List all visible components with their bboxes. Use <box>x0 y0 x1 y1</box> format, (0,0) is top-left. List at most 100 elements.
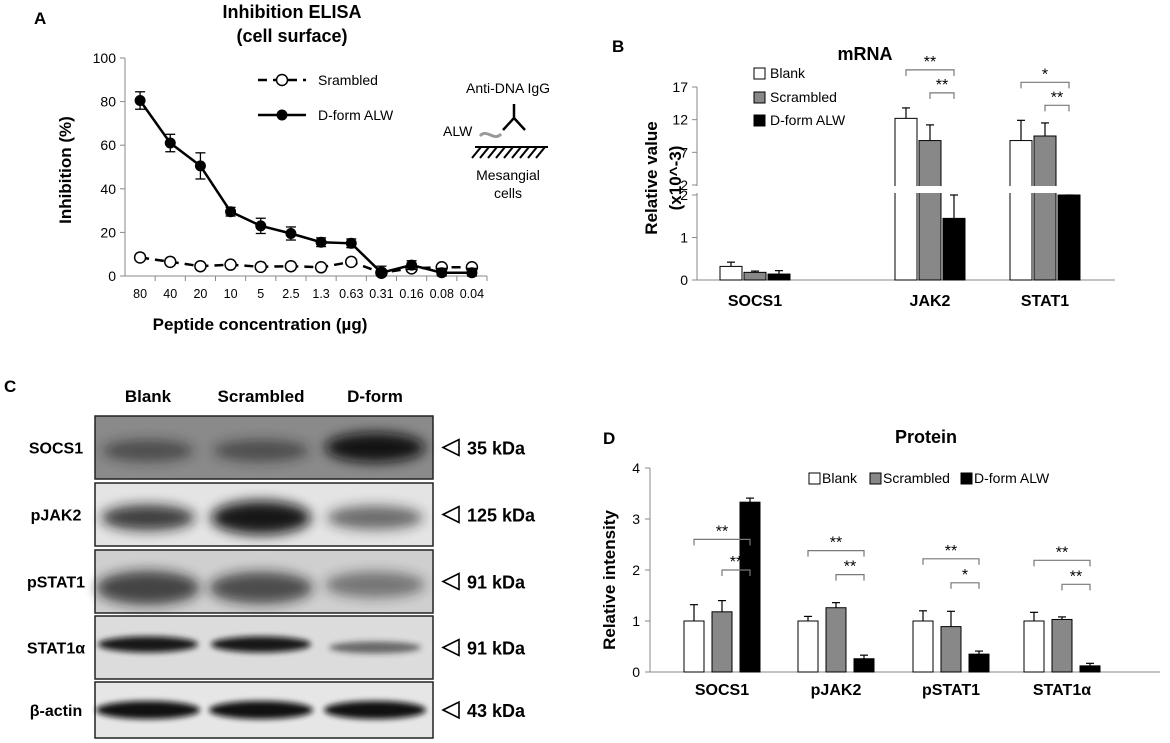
blot-band <box>325 571 425 598</box>
panel-b-ytick-label: 2 <box>680 177 688 193</box>
blot-size-label: 91 kDa <box>467 573 526 593</box>
panel-d-bar <box>1079 665 1101 673</box>
panel-d-bar <box>912 620 934 673</box>
panel-d-sig-bracket-lower <box>950 582 980 589</box>
blot-row-label: pJAK2 <box>31 508 82 525</box>
panel-d-sig-bracket-upper-label: ** <box>830 535 842 552</box>
panel-a-ytick-label: 0 <box>108 268 116 284</box>
legend-blank-swatch <box>753 67 766 80</box>
panel-b-ylabel-2: (x10^-3) <box>666 146 685 211</box>
legend-dform-label-b: D-form ALW <box>770 112 846 128</box>
blot-arrow-icon <box>441 638 460 657</box>
panel-d-sig-bracket-lower-label: ** <box>730 554 742 571</box>
panel-b-bar <box>894 117 918 281</box>
blot-band <box>213 439 309 462</box>
dform-point <box>315 236 327 248</box>
blot-band <box>102 439 194 462</box>
panel-d-sig-bracket-upper <box>807 550 865 557</box>
blot-size-label: 35 kDa <box>467 439 526 459</box>
dform-point <box>255 220 267 232</box>
panel-b-bar <box>767 273 791 281</box>
panel-a-ylabel: Inhibition (%) <box>56 116 75 224</box>
panel-d-category-label: pJAK2 <box>811 682 862 699</box>
panel-label-a: A <box>34 9 46 28</box>
panel-b-ylabel-1: Relative value <box>642 121 661 234</box>
panel-d-sig-bracket-upper <box>1033 559 1091 567</box>
legend-dform-swatch-d <box>960 472 973 485</box>
panel-c-western-blot: Blank Scrambled D-form SOCS1 35 kDa pJAK2 1… <box>27 387 536 739</box>
panel-a-xtick-label: 0.08 <box>430 287 454 301</box>
dform-point <box>164 137 176 149</box>
panel-b-sig-bracket-lower <box>1044 104 1070 112</box>
panel-b-ytick-label: 17 <box>672 79 688 95</box>
panel-a-xtick-label: 0.63 <box>339 287 363 301</box>
blot-row-label: β-actin <box>30 703 82 720</box>
panel-a-schematic: Anti-DNA IgG ALW Mesangial cells <box>443 80 550 201</box>
blot-column-dform: D-form <box>347 387 403 406</box>
panel-d-sig-bracket-upper-label: ** <box>716 523 728 540</box>
panel-d-sig-bracket-lower <box>835 574 865 581</box>
panel-d-sig-bracket-upper-label: ** <box>945 543 957 560</box>
panel-label-c: C <box>4 377 16 396</box>
schematic-antibody-label: Anti-DNA IgG <box>466 80 550 96</box>
panel-b-sig-bracket-upper <box>1020 81 1070 89</box>
panel-b-mrna-chart: mRNA Relative value (x10^-3) 012271217SO… <box>642 44 1115 310</box>
scrambled-point <box>345 255 358 269</box>
panel-d-sig-bracket-lower-label: ** <box>1070 568 1082 585</box>
panel-b-sig-bracket-lower <box>929 92 955 99</box>
panel-b-bar <box>1057 194 1081 281</box>
panel-d-category-label: SOCS1 <box>695 682 749 699</box>
panel-d-title: Protein <box>895 427 957 447</box>
panel-a-inhibition-chart: Inhibition ELISA (cell surface) 0 20 40 60 8… <box>56 2 550 334</box>
scrambled-point <box>284 259 298 273</box>
panel-b-sig-bracket-upper-label: ** <box>924 54 936 71</box>
scrambled-point <box>224 258 237 271</box>
cell-membrane-icon <box>471 146 548 159</box>
legend-dform-label-d: D-form ALW <box>974 470 1050 486</box>
legend-dform-marker <box>276 109 288 121</box>
dform-point <box>406 259 418 271</box>
legend-blank-label: Blank <box>770 65 806 81</box>
dform-point <box>194 160 206 172</box>
panel-a-xtick-label: 0.31 <box>369 287 393 301</box>
panel-d-legend: Blank Scrambled D-form ALW <box>808 470 1050 486</box>
legend-scrambled-label-d: Scrambled <box>883 470 950 486</box>
blot-row-label: pSTAT1 <box>27 575 85 592</box>
panel-a-xtick-label: 20 <box>193 287 207 301</box>
legend-scrambled-swatch-d <box>869 472 882 485</box>
panel-a-xtick-label: 10 <box>224 287 238 301</box>
blot-column-scrambled: Scrambled <box>218 387 305 406</box>
panel-a-xtick-label: 80 <box>133 287 147 301</box>
peptide-squiggle-icon <box>478 131 503 139</box>
blot-band <box>327 505 423 530</box>
legend-blank-label-d: Blank <box>822 470 858 486</box>
blot-band <box>325 432 425 463</box>
panel-a-legend: Srambled D-form ALW <box>258 72 394 123</box>
panel-d-category-label: STAT1α <box>1033 682 1091 699</box>
panel-a-xtick-label: 0.16 <box>399 287 423 301</box>
panel-label-b: B <box>612 37 624 56</box>
panel-d-bar <box>1051 618 1073 673</box>
scrambled-point <box>254 260 267 274</box>
antibody-icon <box>502 104 526 131</box>
panel-b-category-label: JAK2 <box>910 293 951 310</box>
panel-d-bar <box>825 607 847 673</box>
panel-d-ytick-label: 3 <box>632 511 640 527</box>
panel-label-d: D <box>603 429 615 448</box>
scrambled-point <box>164 255 177 269</box>
panel-a-ytick-label: 80 <box>100 94 116 110</box>
panel-a-subtitle: (cell surface) <box>236 26 347 46</box>
blot-band <box>209 701 313 719</box>
panel-b-bar <box>743 271 767 281</box>
panel-d-sig-bracket-upper <box>693 538 751 546</box>
blot-size-label: 43 kDa <box>467 701 526 721</box>
legend-dform-swatch <box>753 114 766 127</box>
blot-band <box>101 504 195 531</box>
blot-band <box>329 641 421 654</box>
schematic-cells-label-2: cells <box>494 185 522 201</box>
blot-arrow-icon <box>441 700 460 720</box>
blot-column-blank: Blank <box>125 387 172 406</box>
panel-d-bar <box>739 501 761 673</box>
panel-a-xtick-label: 40 <box>163 287 177 301</box>
panel-b-category-label: STAT1 <box>1021 293 1069 310</box>
